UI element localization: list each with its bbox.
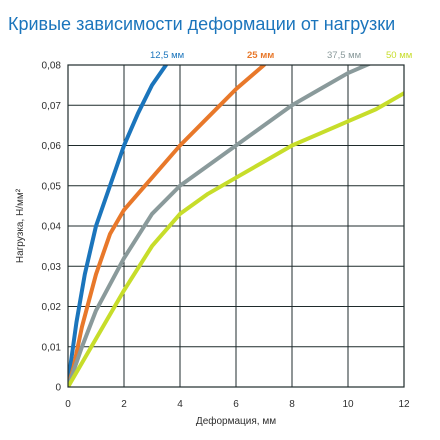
legend-entry: 37,5 мм	[327, 50, 361, 61]
y-tick-label: 0,08	[42, 61, 62, 72]
legend-entry: 50 мм	[386, 50, 412, 61]
tick-labels: 0 2 4 6 8 10 12 0 0,01 0,02 0,03 0,04 0,05 0,06 0,07 0,…	[42, 61, 410, 411]
plot-frame	[67, 64, 405, 388]
x-tick-label: 4	[177, 399, 183, 410]
x-axis-label: Деформация, мм	[196, 415, 276, 427]
series-line	[68, 65, 168, 387]
x-tick-label: 12	[398, 399, 410, 410]
y-tick-label: 0,01	[42, 342, 62, 353]
y-tick-label: 0	[55, 383, 61, 394]
chart-title: Кривые зависимости деформации от нагрузк…	[8, 14, 395, 34]
y-axis-label: Нагрузка, Н/мм²	[15, 188, 26, 263]
y-tick-label: 0,07	[42, 101, 62, 112]
y-tick-label: 0,04	[42, 222, 62, 233]
series-line	[68, 65, 266, 387]
series-line	[68, 91, 404, 387]
x-tick-label: 2	[121, 399, 127, 410]
series-lines	[68, 65, 404, 387]
y-tick-label: 0,06	[42, 141, 62, 152]
legend-entry: 25 мм	[247, 50, 274, 61]
plot-border	[67, 64, 405, 388]
series-line	[68, 65, 372, 387]
y-tick-label: 0,03	[42, 262, 62, 273]
y-tick-label: 0,05	[42, 181, 62, 192]
x-tick-label: 0	[65, 399, 71, 410]
x-tick-label: 8	[289, 399, 295, 410]
y-tick-label: 0,02	[42, 302, 62, 313]
legend-entry: 12,5 мм	[150, 50, 184, 61]
x-tick-label: 10	[342, 399, 354, 410]
x-tick-label: 6	[233, 399, 239, 410]
legend: 12,5 мм 25 мм 37,5 мм 50 мм	[150, 50, 412, 61]
